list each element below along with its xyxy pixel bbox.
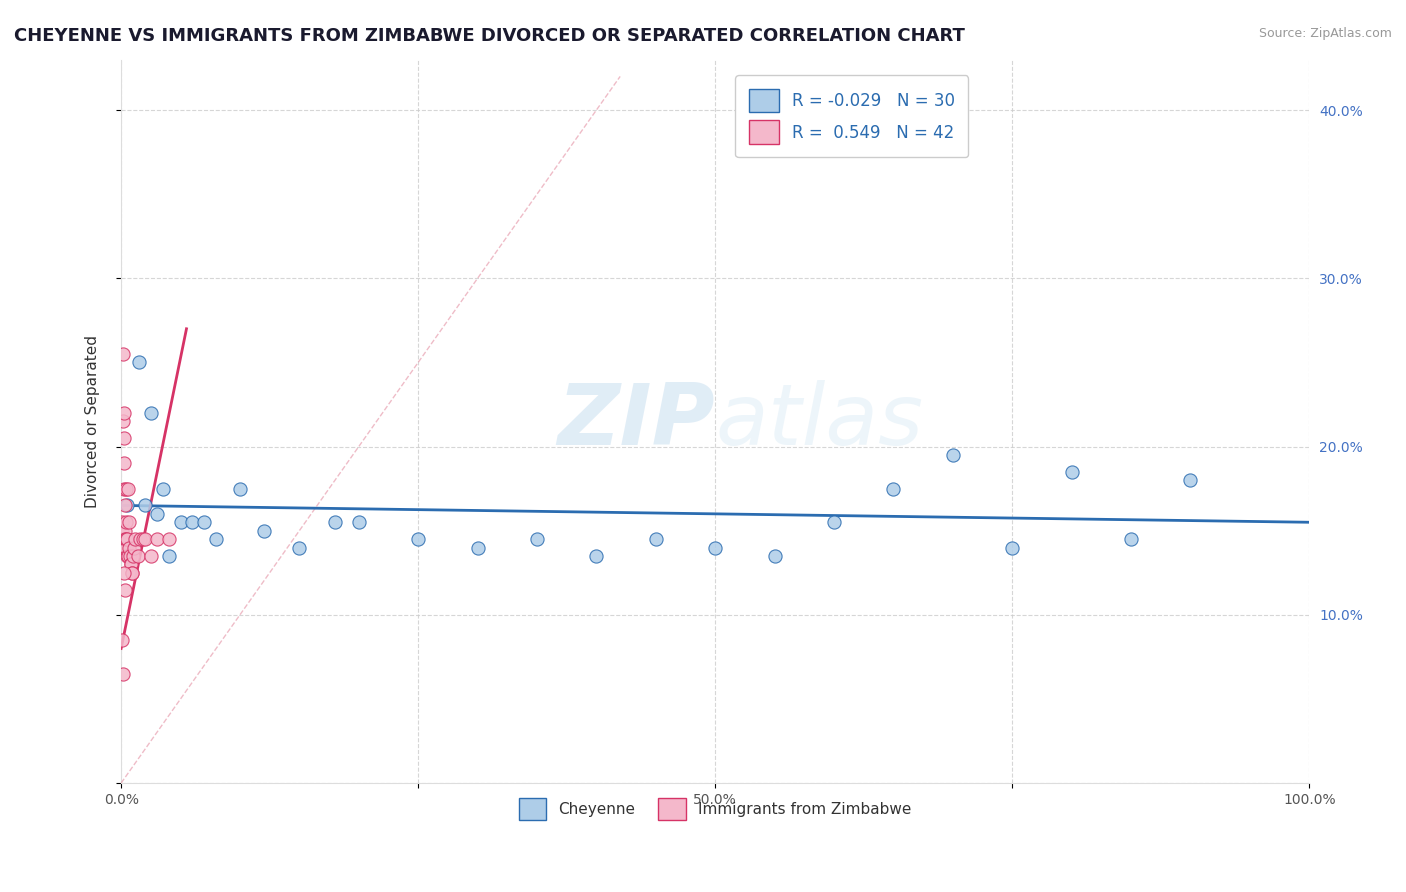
Point (111, 524, 134, 538)
Point (112, 406, 135, 420)
Point (1060, 465, 1083, 479)
Point (111, 515, 134, 529)
Point (129, 532, 152, 546)
Point (111, 541, 134, 555)
Point (114, 524, 136, 538)
Point (146, 532, 169, 546)
Point (112, 414, 135, 428)
Point (146, 507, 169, 521)
Point (115, 549, 138, 563)
Point (112, 566, 135, 580)
Point (112, 431, 135, 445)
Point (1001, 541, 1024, 555)
Point (526, 532, 548, 546)
Point (111, 347, 134, 361)
Point (120, 558, 142, 572)
Point (704, 541, 727, 555)
Point (942, 448, 965, 462)
Point (115, 532, 138, 546)
Point (128, 355, 150, 369)
Point (118, 541, 141, 555)
Point (112, 456, 135, 470)
Point (114, 541, 136, 555)
Point (406, 532, 429, 546)
Point (114, 582, 136, 597)
Point (114, 499, 136, 513)
Point (115, 532, 138, 546)
Text: ZIP: ZIP (558, 380, 716, 463)
Point (139, 549, 162, 563)
Point (122, 541, 145, 555)
Point (115, 482, 138, 496)
Point (205, 532, 228, 546)
Point (288, 541, 311, 555)
Point (134, 499, 156, 513)
Point (823, 515, 845, 529)
Point (229, 482, 252, 496)
Text: atlas: atlas (716, 380, 924, 463)
Point (181, 515, 204, 529)
Point (117, 549, 139, 563)
Point (1180, 473, 1202, 487)
Point (169, 515, 191, 529)
Point (127, 549, 149, 563)
Point (253, 524, 276, 538)
Point (882, 482, 904, 496)
Point (120, 558, 142, 572)
Point (115, 499, 138, 513)
Point (114, 482, 136, 496)
Point (193, 515, 215, 529)
Y-axis label: Divorced or Separated: Divorced or Separated (86, 334, 100, 508)
Point (467, 541, 489, 555)
Point (118, 515, 141, 529)
Point (1119, 532, 1142, 546)
Point (134, 532, 156, 546)
Point (585, 549, 607, 563)
Point (157, 532, 180, 546)
Text: CHEYENNE VS IMMIGRANTS FROM ZIMBABWE DIVORCED OR SEPARATED CORRELATION CHART: CHEYENNE VS IMMIGRANTS FROM ZIMBABWE DIV… (14, 27, 965, 45)
Text: Source: ZipAtlas.com: Source: ZipAtlas.com (1258, 27, 1392, 40)
Point (157, 549, 180, 563)
Point (111, 666, 134, 681)
Point (124, 532, 146, 546)
Point (111, 633, 134, 648)
Point (121, 566, 143, 580)
Point (114, 532, 136, 546)
Point (111, 532, 134, 546)
Point (347, 515, 370, 529)
Point (118, 549, 141, 563)
Point (121, 566, 143, 580)
Point (117, 482, 139, 496)
Legend: Cheyenne, Immigrants from Zimbabwe: Cheyenne, Immigrants from Zimbabwe (513, 792, 918, 826)
Point (131, 532, 153, 546)
Point (644, 532, 666, 546)
Point (115, 515, 138, 529)
Point (139, 406, 162, 420)
Point (122, 549, 145, 563)
Point (152, 482, 174, 496)
Point (323, 515, 346, 529)
Point (763, 549, 786, 563)
